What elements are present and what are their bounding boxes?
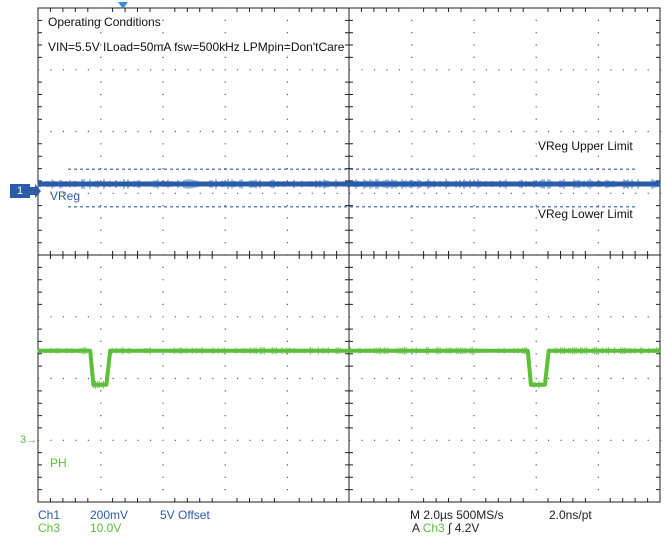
trigger-level: 4.2V	[454, 521, 480, 535]
conditions-params: VIN=5.5V ILoad=50mA fsw=500kHz LPMpin=Do…	[48, 40, 345, 54]
ch3-name: Ch3	[38, 521, 61, 535]
trigger-slope-icon: ∫	[448, 521, 452, 535]
ch1-marker-label: 1	[16, 185, 24, 197]
ch1-marker: 1	[10, 184, 30, 198]
trigger-readout: A Ch3 ∫ 4.2V	[412, 522, 479, 535]
ch3-scale: 10.0V	[90, 521, 122, 535]
ch3-marker-arrow-icon: →	[26, 434, 38, 446]
graticule	[37, 7, 662, 503]
resolution-readout: 2.0ns/pt	[549, 508, 592, 522]
ch3-marker-label: 3	[20, 434, 27, 446]
trigger-channel: Ch3	[422, 521, 445, 535]
ch1-scale: 200mV	[90, 508, 129, 522]
ch1-name: Ch1	[38, 508, 61, 522]
ph-trace-label: PH	[50, 456, 67, 470]
vreg-trace-noise	[37, 179, 659, 189]
ch1-offset: 5V Offset	[160, 508, 210, 522]
ph-trace-noise	[37, 346, 660, 389]
ph-trace	[38, 348, 660, 387]
trigger-position-icon	[118, 2, 128, 9]
ch1-marker-arrow-icon	[29, 184, 41, 198]
graticule-ticks	[38, 8, 660, 502]
waveform-traces	[37, 179, 660, 389]
trigger-prefix: A	[412, 521, 420, 535]
lower-limit-label: VReg Lower Limit	[538, 207, 633, 221]
vreg-trace-label: VReg	[50, 189, 81, 203]
timebase-readout: M 2.0µs 500MS/s	[410, 508, 504, 522]
conditions-title: Operating Conditions	[48, 15, 161, 29]
ch3-marker: 3→	[20, 434, 37, 446]
upper-limit-label: VReg Upper Limit	[538, 139, 633, 153]
limit-lines	[68, 168, 636, 208]
